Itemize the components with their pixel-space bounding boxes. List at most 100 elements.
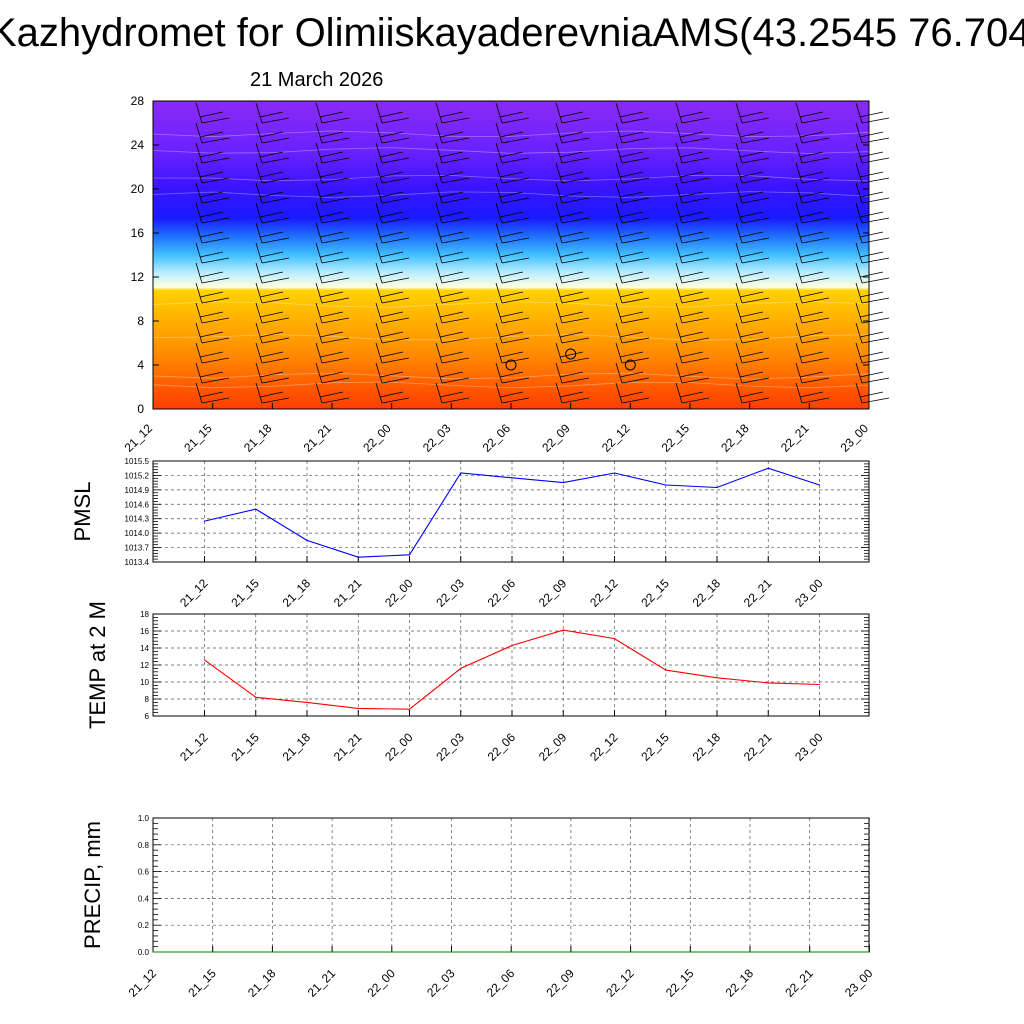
y-tick-label: 12: [131, 270, 145, 284]
wind-barb-feather: [201, 337, 230, 344]
wind-barb: [855, 182, 863, 204]
wind-barb-feather: [621, 337, 650, 344]
wind-barb: [435, 322, 443, 344]
wind-barb-feather: [801, 357, 830, 364]
wind-barb-feather: [799, 351, 824, 358]
wind-barb-feather: [679, 351, 704, 358]
wind-barb-feather: [739, 131, 764, 138]
wind-barb-feather: [801, 277, 830, 284]
wind-barb-feather: [199, 171, 224, 178]
wind-barb-feather: [199, 231, 224, 238]
wind-barb-feather: [381, 157, 410, 164]
wind-barb-feather: [501, 157, 530, 164]
x-tick-label: 21_21: [305, 966, 339, 1000]
wind-barb: [375, 382, 383, 404]
wind-barb: [495, 122, 503, 144]
wind-barb: [435, 302, 443, 324]
x-tick-label: 22_03: [424, 966, 458, 1000]
wind-barb: [435, 182, 443, 204]
wind-barb: [615, 302, 623, 324]
wind-barb-feather: [619, 351, 644, 358]
wind-barb-feather: [321, 137, 350, 144]
wind-barb-feather: [619, 131, 644, 138]
wind-barb-feather: [559, 151, 584, 158]
y-tick-label: 20: [131, 182, 145, 196]
wind-barb-feather: [319, 151, 344, 158]
data-point: [562, 482, 564, 484]
wind-barb: [615, 262, 623, 284]
y-tick-label: 0.6: [138, 868, 150, 877]
wind-barb: [195, 242, 203, 264]
x-tick-label: 22_03: [420, 421, 454, 455]
wind-barb-feather: [501, 337, 530, 344]
wind-barb-feather: [861, 377, 890, 384]
wind-barb: [615, 142, 623, 164]
data-point: [665, 669, 667, 671]
wind-barb: [375, 102, 383, 124]
wind-barb-feather: [799, 371, 824, 378]
data-point: [255, 696, 257, 698]
wind-barb: [555, 302, 563, 324]
wind-barb: [855, 342, 863, 364]
wind-barb: [495, 162, 503, 184]
wind-barb: [375, 262, 383, 284]
x-tick-label: 21_12: [177, 730, 211, 764]
y-tick-label: 16: [131, 226, 145, 240]
wind-barb-feather: [621, 257, 650, 264]
data-point: [562, 629, 564, 631]
data-point: [271, 951, 273, 953]
wind-barb: [855, 202, 863, 224]
wind-barb-feather: [201, 317, 230, 324]
wind-barb-feather: [559, 351, 584, 358]
wind-barb: [435, 282, 443, 304]
cloud-marker: [624, 359, 636, 371]
y-tick-label: 8: [145, 695, 150, 704]
wind-barb-feather: [499, 331, 524, 338]
wind-barb-feather: [799, 391, 824, 398]
wind-barb: [255, 222, 263, 244]
data-point: [357, 707, 359, 709]
wind-barb: [555, 242, 563, 264]
wind-barb-feather: [741, 117, 770, 124]
wind-barb-feather: [559, 371, 584, 378]
wind-barb-feather: [739, 311, 764, 318]
wind-barb: [255, 162, 263, 184]
wind-barb: [735, 262, 743, 284]
wind-barb-feather: [799, 291, 824, 298]
wind-barb-feather: [501, 237, 530, 244]
wind-barb-feather: [741, 197, 770, 204]
wind-barb-feather: [439, 171, 464, 178]
wind-barb-feather: [499, 291, 524, 298]
wind-barb: [675, 142, 683, 164]
wind-barb: [855, 262, 863, 284]
wind-barb-feather: [261, 237, 290, 244]
wind-barb: [795, 162, 803, 184]
wind-barb: [495, 142, 503, 164]
wind-barb-feather: [441, 397, 470, 404]
data-point: [460, 472, 462, 474]
wind-barb: [315, 162, 323, 184]
contour-line: [152, 147, 870, 154]
wind-barb: [435, 362, 443, 384]
x-tick-label: 23_00: [842, 966, 876, 1000]
wind-barb: [795, 342, 803, 364]
wind-barb: [795, 142, 803, 164]
data-point: [306, 539, 308, 541]
wind-barb-feather: [681, 217, 710, 224]
wind-barb: [555, 182, 563, 204]
wind-barb-feather: [559, 111, 584, 118]
x-tick-label: 22_09: [539, 421, 573, 455]
wind-barb-feather: [619, 391, 644, 398]
wind-barb-feather: [861, 117, 890, 124]
data-point: [570, 951, 572, 953]
wind-barb-feather: [259, 251, 284, 258]
wind-barb: [195, 342, 203, 364]
wind-barb-feather: [321, 257, 350, 264]
x-tick-label: 22_09: [544, 966, 578, 1000]
wind-barb: [555, 122, 563, 144]
wind-barb-feather: [441, 297, 470, 304]
wind-barb: [555, 162, 563, 184]
wind-barb-feather: [859, 111, 884, 118]
wind-barb: [195, 122, 203, 144]
wind-barb-feather: [201, 177, 230, 184]
